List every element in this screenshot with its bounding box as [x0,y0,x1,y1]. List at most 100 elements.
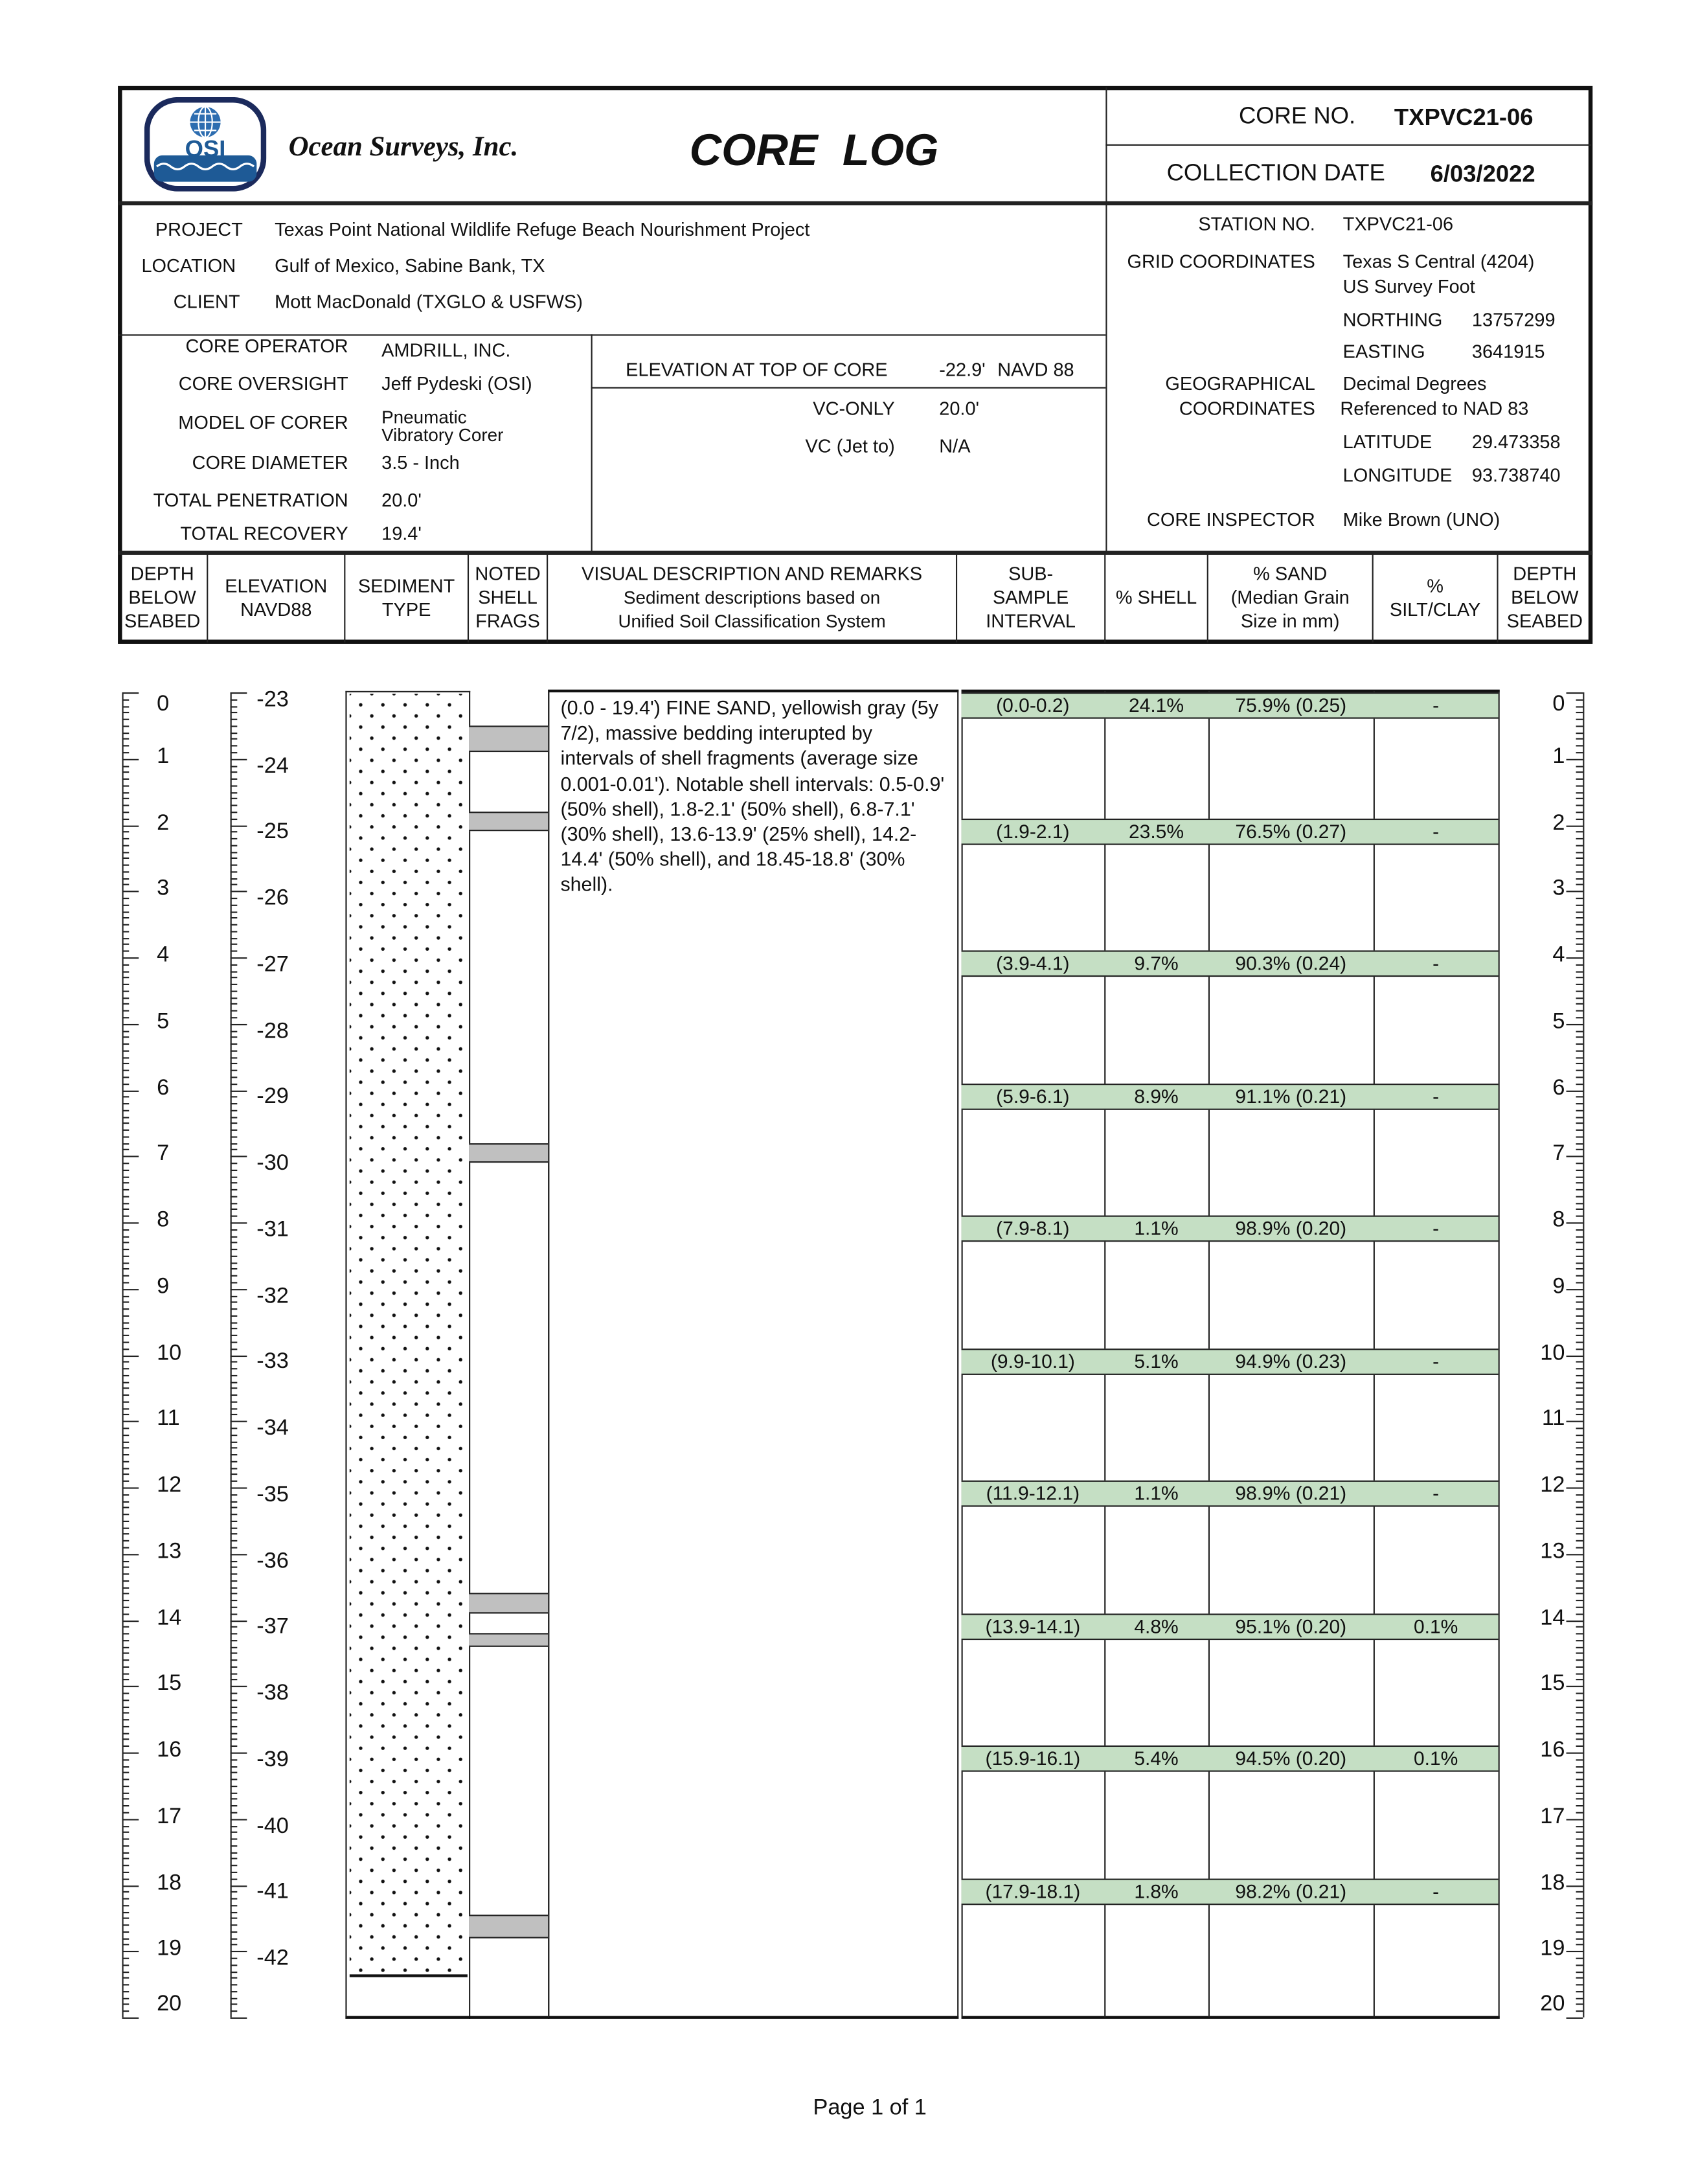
inspector-value: Mike Brown (UNO) [1342,509,1500,530]
elevation-ruler-major-tick [230,1222,247,1224]
column-header-depth-right-line: SEABED [1506,610,1583,631]
depth-ruler-line [122,692,124,2018]
depth-ruler-minor-tick [122,1308,130,1310]
elevation-ruler-minor-tick [230,1600,238,1602]
elevation-top-datum: NAVD 88 [997,359,1074,380]
depth-ruler-right-minor-tick [1576,1268,1583,1271]
depth-label-right: 13 [1540,1540,1565,1564]
depth-ruler-major-tick [122,1089,139,1091]
depth-ruler-right-minor-tick [1576,917,1583,919]
depth-ruler-right-minor-tick [1576,1130,1583,1132]
depth-ruler-minor-tick [122,864,130,867]
depth-ruler-right-minor-tick [1576,1540,1583,1542]
depth-ruler-minor-tick [122,871,130,873]
column-header-pct-sand-line: Size in mm) [1240,610,1340,631]
elevation-ruler-minor-tick [230,1567,238,1569]
depth-ruler-right-minor-tick [1576,1388,1583,1390]
depth-ruler-minor-tick [122,1580,130,1582]
depth-ruler-right-minor-tick [1576,1202,1583,1204]
elevation-ruler-minor-tick [230,1448,238,1450]
column-header-subsample: SUB- SAMPLE INTERVAL [957,552,1106,643]
elevation-ruler-minor-tick [230,1076,238,1078]
elevation-top-label: ELEVATION AT TOP OF CORE [626,359,888,380]
depth-ruler-right-minor-tick [1576,1832,1583,1834]
sample-pct-shell: 8.9% [1134,1084,1179,1107]
elevation-ruler-minor-tick [230,1242,238,1244]
elevation-label: -24 [256,754,289,778]
vc-jet-value: N/A [939,435,971,457]
elevation-ruler-minor-tick [230,1454,238,1456]
elevation-ruler-minor-tick [230,1931,238,1933]
elevation-ruler-minor-tick [230,1639,238,1641]
depth-ruler-minor-tick [122,1341,130,1343]
elevation-ruler-minor-tick [230,1805,238,1807]
depth-ruler-minor-tick [122,1799,130,1801]
elevation-ruler-minor-tick [230,911,238,913]
depth-ruler-minor-tick [122,851,130,853]
depth-ruler-minor-tick [122,1633,130,1635]
elevation-ruler-minor-tick [230,884,238,886]
elevation-ruler-minor-tick [230,1335,238,1337]
elevation-ruler-minor-tick [230,1249,238,1251]
divider [1105,87,1107,552]
depth-ruler-right-minor-tick [1576,1692,1583,1694]
elevation-ruler-minor-tick [230,1473,238,1476]
depth-ruler-minor-tick [122,1216,130,1218]
depth-ruler-minor-tick [122,778,130,780]
depth-ruler-minor-tick [122,2010,130,2012]
depth-ruler-minor-tick [122,1593,130,1595]
depth-ruler-minor-tick [122,1971,130,1973]
depth-ruler-major-tick [122,1620,139,1622]
depth-label: 1 [157,744,170,769]
depth-ruler-minor-tick [122,1374,130,1376]
column-header-depth-right-line: DEPTH [1513,563,1577,584]
elevation-ruler-minor-tick [230,765,238,767]
column-header-shell-frags-line: FRAGS [475,610,540,631]
elevation-ruler-minor-tick [230,2010,238,2012]
depth-ruler-major-tick [122,1421,139,1423]
depth-ruler-minor-tick [122,1163,130,1165]
depth-ruler-right-minor-tick [1576,977,1583,979]
sample-pct-shell: 23.5% [1128,819,1184,842]
elevation-ruler-minor-tick [230,1580,238,1582]
column-header-elevation: ELEVATION NAVD88 [208,552,346,643]
depth-ruler-minor-tick [122,1381,130,1383]
depth-ruler-minor-tick [122,1262,130,1264]
collection-date-value: 6/03/2022 [1430,161,1535,188]
depth-ruler-minor-tick [122,1229,130,1231]
depth-ruler-minor-tick [122,997,130,999]
elevation-ruler-minor-tick [230,1050,238,1052]
depth-label: 4 [157,943,170,968]
project-label: PROJECT [155,219,243,240]
geo-value-line1: Decimal Degrees [1342,373,1487,394]
depth-ruler-right-minor-tick [1576,1904,1583,1906]
elevation-ruler-minor-tick [230,818,238,820]
elevation-label: -28 [256,1019,289,1043]
depth-ruler-minor-tick [122,1414,130,1416]
longitude-value: 93.738740 [1471,464,1561,486]
depth-ruler-minor-tick [122,1302,130,1304]
depth-ruler-minor-tick [122,1527,130,1529]
elevation-label: -29 [256,1085,289,1109]
elevation-ruler-minor-tick [230,699,238,701]
depth-ruler-right-minor-tick [1576,1043,1583,1045]
page-number: Page 1 of 1 [813,2096,927,2121]
elevation-ruler-minor-tick [230,1547,238,1549]
depth-ruler-minor-tick [122,1865,130,1867]
elevation-ruler-minor-tick [230,798,238,800]
depth-ruler-right-minor-tick [1576,1586,1583,1589]
elevation-ruler-minor-tick [230,1056,238,1058]
depth-ruler-right-minor-tick [1576,1977,1583,1979]
depth-ruler-right-minor-tick [1576,1931,1583,1933]
depth-ruler-minor-tick [122,1904,130,1906]
depth-ruler-right-minor-tick [1576,1335,1583,1337]
depth-ruler-right-minor-tick [1576,871,1583,873]
depth-label: 16 [157,1738,182,1762]
depth-ruler-minor-tick [122,878,130,880]
easting-value: 3641915 [1471,341,1545,363]
depth-ruler-right-minor-tick [1576,1196,1583,1198]
elevation-ruler-minor-tick [230,1368,238,1370]
sample-pct-sand: 90.3% (0.24) [1235,952,1347,975]
depth-ruler-major-tick [122,1487,139,1489]
client-value: Mott MacDonald (TXGLO & USFWS) [275,291,583,312]
